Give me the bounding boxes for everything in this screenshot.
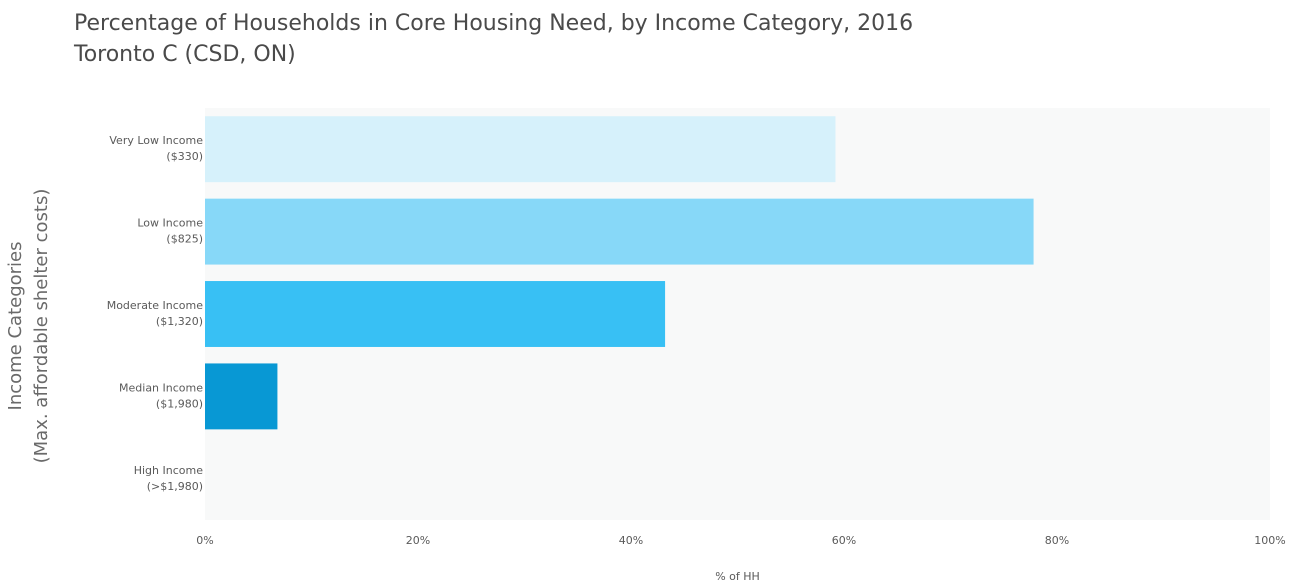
x-tick-label: 100%	[1254, 534, 1285, 547]
y-axis-label: Income Categories (Max. affordable shelte…	[5, 189, 52, 464]
bar-median-income[interactable]	[205, 363, 278, 430]
x-axis-ticks: 0% 20% 40% 60% 80% 100%	[196, 534, 1285, 547]
category-label-very-low-income: Very Low Income	[109, 134, 203, 147]
category-labels: Very Low Income ($330) Low Income ($825) Mod…	[107, 134, 204, 493]
chart-title-text: Percentage of Households in Core Housing…	[74, 11, 914, 36]
y-axis-label-line: Income Categories	[5, 242, 26, 411]
category-label-median-income: Median Income	[119, 381, 203, 394]
chart-subtitle: Toronto C (CSD, ON)	[74, 42, 296, 67]
x-tick-label: 60%	[832, 534, 856, 547]
x-axis-label: % of HH	[715, 570, 760, 583]
x-tick-label: 40%	[619, 534, 643, 547]
category-cost-high-income: (>$1,980)	[147, 480, 203, 493]
category-cost-very-low-income: ($330)	[166, 150, 203, 163]
x-tick-label: 80%	[1045, 534, 1069, 547]
x-tick-label: 0%	[196, 534, 213, 547]
x-tick-label: 20%	[406, 534, 430, 547]
category-label-moderate-income: Moderate Income	[107, 299, 204, 312]
category-cost-moderate-income: ($1,320)	[156, 315, 203, 328]
bar-moderate-income[interactable]	[205, 281, 666, 347]
chart-title: Percentage of Households in Core Housing…	[74, 8, 913, 70]
bar-very-low-income[interactable]	[205, 116, 836, 183]
category-label-high-income: High Income	[134, 464, 203, 477]
category-cost-low-income: ($825)	[166, 233, 203, 246]
category-cost-median-income: ($1,980)	[156, 397, 203, 410]
bars-group	[205, 116, 1034, 430]
bar-low-income[interactable]	[205, 198, 1034, 265]
category-label-low-income: Low Income	[137, 217, 203, 230]
y-axis-label-line: (Max. affordable shelter costs)	[31, 189, 52, 464]
